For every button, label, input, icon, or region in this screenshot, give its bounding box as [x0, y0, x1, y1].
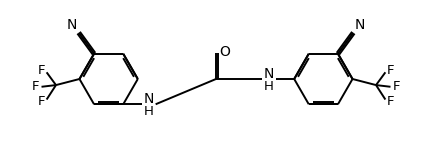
- Text: O: O: [219, 45, 230, 59]
- Text: F: F: [32, 80, 40, 93]
- Text: H: H: [144, 105, 154, 118]
- Text: N: N: [67, 18, 77, 32]
- Text: F: F: [387, 64, 394, 77]
- Text: F: F: [38, 95, 45, 108]
- Text: F: F: [38, 64, 45, 77]
- Text: N: N: [264, 67, 274, 81]
- Text: H: H: [264, 80, 273, 93]
- Text: F: F: [392, 80, 400, 93]
- Text: N: N: [143, 92, 154, 106]
- Text: F: F: [387, 95, 394, 108]
- Text: N: N: [355, 18, 365, 32]
